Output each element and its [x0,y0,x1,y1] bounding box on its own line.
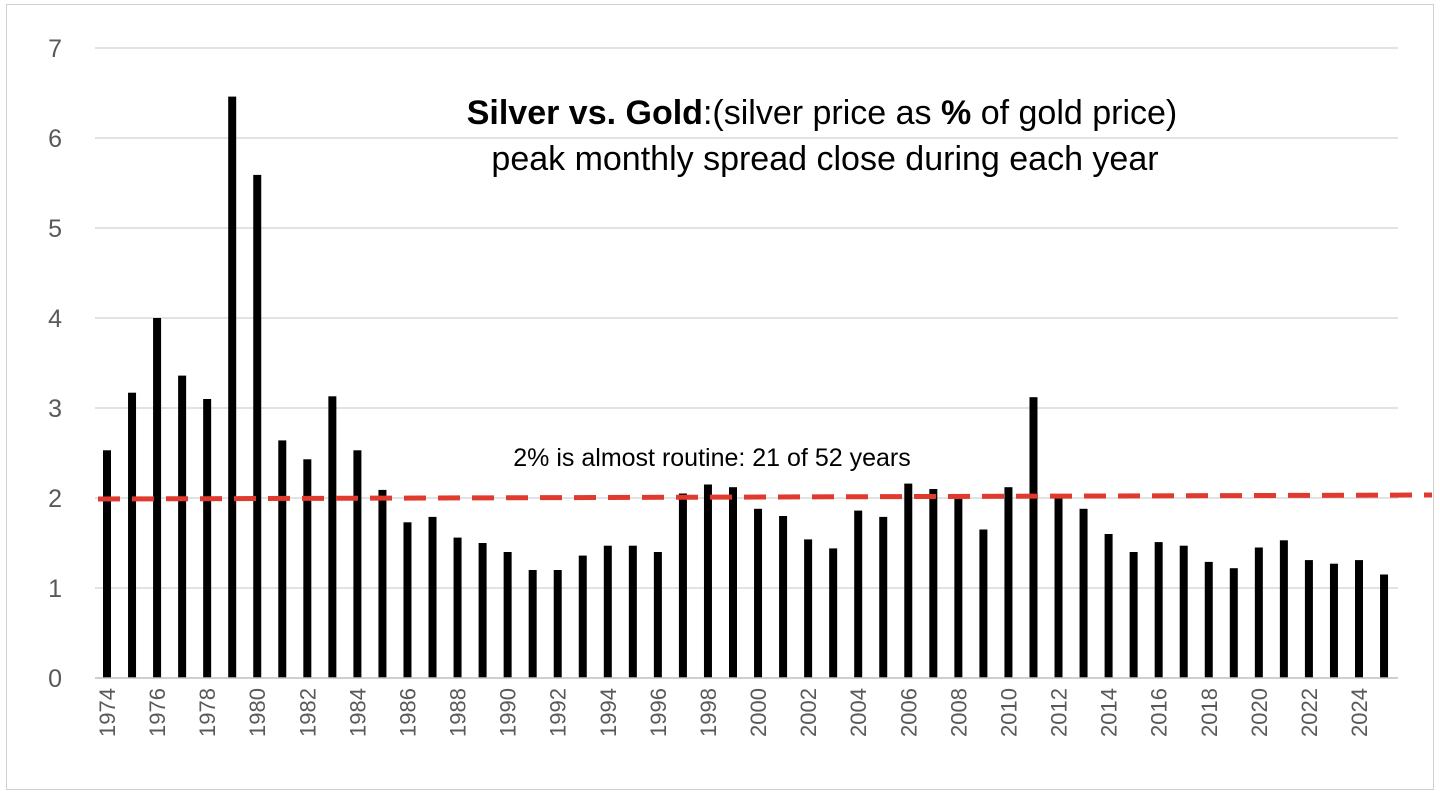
bar-2000 [754,508,763,678]
bar-1976 [153,318,162,678]
bar-1992 [553,570,562,678]
chart-title-rest-1: :(silver price as [703,94,941,132]
x-tick-label: 2020 [1247,688,1272,737]
bar-2017 [1179,545,1188,678]
bar-1984 [353,450,362,678]
chart-title: Silver vs. Gold:(silver price as % of go… [467,94,1178,132]
y-tick-label: 0 [48,665,62,693]
x-tick-label: 1998 [696,688,721,737]
x-tick-label: 2004 [846,688,871,737]
x-tick-label: 2024 [1347,688,1372,737]
bar-2010 [1004,487,1013,678]
bar-1994 [603,545,612,678]
x-tick-label: 1976 [145,688,170,737]
x-tick-label: 1978 [195,688,220,737]
chart-frame [6,4,1434,790]
bar-1981 [278,440,287,678]
y-tick-label: 6 [48,125,62,153]
x-tick-label: 2010 [996,688,1021,737]
x-tick-label: 2008 [946,688,971,737]
x-tick-label: 1996 [646,688,671,737]
bar-2025 [1380,574,1389,678]
bar-1982 [303,459,312,678]
bar-1974 [103,450,111,678]
reference-line-2pct [97,492,1433,502]
x-tick-label: 1984 [345,688,370,737]
bar-1990 [503,552,512,678]
y-tick-label: 4 [48,305,62,333]
y-tick-label: 7 [48,35,62,63]
y-axis-ticks: 0 1 2 3 4 5 6 7 [48,35,62,693]
bar-1998 [703,484,712,678]
x-tick-label: 1986 [395,688,420,737]
bar-2001 [779,516,788,678]
bar-1987 [428,516,437,678]
bar-2012 [1054,495,1063,678]
bar-1988 [453,537,462,678]
bar-1977 [178,375,187,678]
chart-title-rest-2: of gold price) [971,94,1177,132]
bar-2023 [1329,563,1338,678]
x-tick-label: 1982 [295,688,320,737]
x-tick-label: 2018 [1197,688,1222,737]
bar-1978 [203,399,212,678]
chart-title-percent: % [941,94,971,132]
chart-title-bold: Silver vs. Gold [467,94,703,132]
x-tick-label: 2012 [1047,688,1072,737]
x-tick-label: 1988 [446,688,471,737]
bar-2020 [1254,547,1263,678]
x-tick-label: 2016 [1147,688,1172,737]
bar-1986 [403,522,412,678]
bar-1985 [378,489,387,678]
y-tick-label: 3 [48,395,62,423]
bar-2018 [1204,561,1213,678]
y-tick-label: 1 [48,575,62,603]
bar-2021 [1279,540,1288,678]
x-tick-label: 1974 [95,688,120,737]
x-tick-label: 2022 [1297,688,1322,737]
bar-1997 [678,493,687,678]
bar-2016 [1154,542,1163,678]
bar-1980 [253,174,262,678]
bar-2004 [854,510,863,678]
x-tick-label: 2000 [746,688,771,737]
bar-2014 [1104,534,1113,678]
x-tick-label: 1992 [546,688,571,737]
x-tick-label: 2014 [1097,688,1122,737]
bar-1993 [578,555,587,678]
bar-1996 [653,552,662,678]
bar-1975 [128,392,137,678]
x-tick-label: 1990 [496,688,521,737]
bar-2002 [804,539,813,678]
bar-2007 [929,489,938,678]
bar-1995 [628,545,637,678]
bar-2024 [1355,560,1363,678]
bar-2003 [829,548,838,678]
bar-1983 [328,396,337,678]
bar-2008 [954,497,963,678]
bar-2013 [1079,508,1088,678]
bar-2009 [979,529,988,678]
bars [103,96,1389,679]
bar-2015 [1129,552,1138,678]
reference-line-label: 2% is almost routine: 21 of 52 years [513,444,910,472]
x-axis-ticks: 1974 1976 1978 1980 1982 1984 1986 1988 1990 1992… [95,688,1372,737]
bar-2005 [879,516,888,678]
bar-2022 [1304,560,1313,678]
x-tick-label: 1994 [596,688,621,737]
bar-2011 [1029,397,1038,678]
y-tick-label: 2 [48,485,62,513]
y-tick-label: 5 [48,215,62,243]
bar-1989 [478,543,487,678]
bar-2019 [1229,568,1238,678]
bar-2006 [904,483,913,678]
x-tick-label: 2002 [796,688,821,737]
chart-subtitle: peak monthly spread close during each ye… [491,140,1158,178]
x-tick-label: 2006 [896,688,921,737]
bar-1999 [729,487,737,678]
bar-1979 [228,96,237,679]
x-tick-label: 1980 [245,688,270,737]
bar-1991 [528,570,537,678]
